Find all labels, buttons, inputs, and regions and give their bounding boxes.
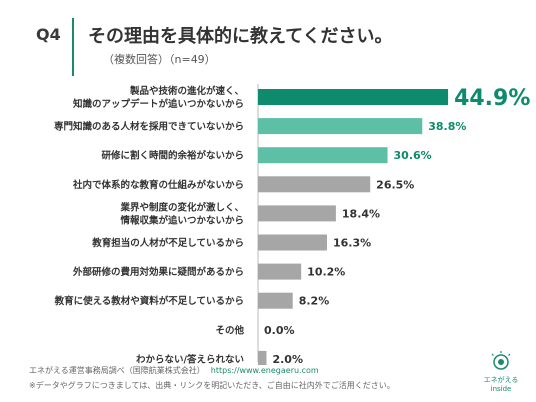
bar	[258, 292, 293, 309]
page-title: その理由を具体的に教えてください。	[88, 26, 393, 47]
category-label: 外部研修の費用対効果に疑問があるから	[72, 266, 244, 278]
logo-text: エネがえる inside	[476, 376, 526, 394]
bar	[258, 118, 423, 135]
category-label: 研修に割く時間的余裕がないから	[101, 150, 244, 162]
category-label: 教育に使える教材や資料が不足しているから	[54, 295, 244, 307]
value-label: 10.2%	[307, 266, 345, 279]
enegaeru-logo	[491, 351, 511, 370]
value-label: 44.9%	[454, 86, 530, 111]
value-label: 30.6%	[394, 149, 432, 162]
category-label: 業界や制度の変化が激しく、情報収集が追いつかないから	[119, 201, 244, 226]
usage-note: ※データやグラフにつきましては、出典・リンクを明記いただき、ご自由に社内外でご活…	[29, 381, 395, 390]
bar	[258, 89, 449, 105]
value-label: 18.4%	[342, 207, 380, 220]
source-note: エネがえる運営事務局調べ（国際航業株式会社） https://www.enegae…	[29, 365, 319, 376]
question-number: Q4	[36, 25, 61, 44]
category-label: 教育担当の人材が不足しているから	[91, 237, 244, 249]
value-label: 16.3%	[333, 237, 371, 250]
logo-line2: inside	[490, 385, 512, 393]
header-divider	[72, 18, 74, 76]
category-label: その他	[215, 324, 244, 336]
logo-line1: エネがえる	[483, 376, 519, 384]
value-label: 0.0%	[264, 324, 295, 337]
bar	[258, 263, 302, 280]
source-link[interactable]: https://www.enegaeru.com	[210, 366, 319, 375]
category-label: 社内で体系的な教育の仕組みがないから	[72, 179, 244, 191]
value-label: 8.2%	[299, 295, 330, 308]
value-label: 26.5%	[376, 178, 414, 191]
value-label: 38.8%	[428, 120, 466, 133]
bar	[258, 350, 267, 365]
bar	[258, 147, 388, 164]
page-subtitle: （複数回答）（n=49）	[103, 53, 216, 66]
bar	[258, 234, 328, 251]
bar-chart: 製品や技術の進化が速く、知識のアップデートが追いつかないから 44.9% 専門知識の…	[54, 84, 530, 365]
value-label: 2.0%	[272, 353, 303, 365]
bar	[258, 205, 336, 222]
source-text: エネがえる運営事務局調べ（国際航業株式会社）	[29, 366, 205, 375]
category-label: わからない/答えられない	[136, 353, 244, 365]
category-label: 製品や技術の進化が速く、知識のアップデートが追いつかないから	[72, 85, 244, 110]
category-label: 専門知識のある人材を採用できていないから	[54, 121, 244, 133]
bar	[258, 176, 371, 193]
